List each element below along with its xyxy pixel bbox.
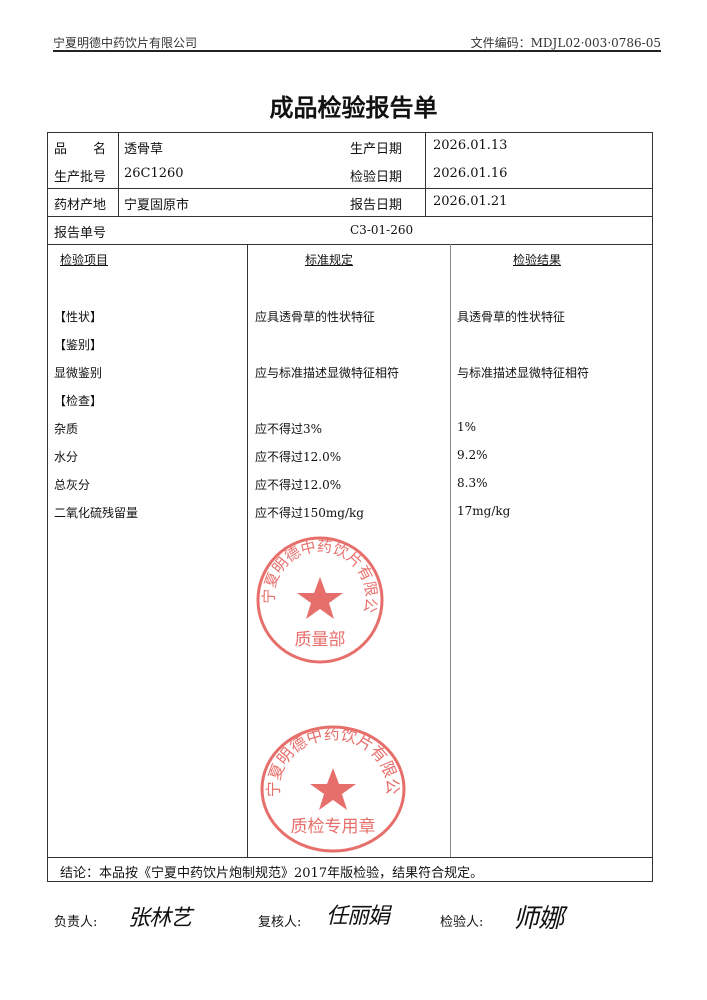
row-item: 水分 bbox=[54, 450, 79, 464]
col-header-standard: 标准规定 bbox=[305, 253, 354, 267]
page-title: 成品检验报告单 bbox=[269, 94, 438, 122]
inspector-signature: 师娜 bbox=[513, 904, 564, 934]
document-number: 文件编码：MDJL02·003·0786-05 bbox=[470, 36, 661, 50]
table-divider bbox=[425, 132, 426, 216]
col-header-item: 检验项目 bbox=[60, 253, 109, 267]
report-no-label: 报告单号 bbox=[54, 226, 107, 241]
row-item: 杂质 bbox=[54, 422, 79, 436]
row-result: 1% bbox=[457, 420, 477, 434]
report-date-value: 2026.01.21 bbox=[433, 194, 508, 209]
report-no-value: C3-01-260 bbox=[350, 223, 414, 237]
row-standard: 应不得过150mg/kg bbox=[255, 506, 364, 520]
table-divider bbox=[47, 188, 653, 189]
row-item: 【性状】 bbox=[54, 310, 103, 324]
quality-dept-stamp: 宁夏明德中药饮片有限公司 质量部 bbox=[255, 535, 384, 664]
row-standard: 应不得过3% bbox=[255, 422, 323, 436]
test-date-label: 检验日期 bbox=[350, 170, 403, 185]
col-header-result: 检验结果 bbox=[513, 253, 562, 267]
test-date-value: 2026.01.16 bbox=[433, 166, 508, 181]
report-date-label: 报告日期 bbox=[350, 198, 403, 213]
stamp-dept-text: 质量部 bbox=[295, 630, 346, 650]
row-result: 与标准描述显微特征相符 bbox=[457, 366, 590, 380]
table-divider bbox=[118, 132, 119, 216]
responsible-signature: 张林艺 bbox=[128, 906, 192, 931]
header-divider bbox=[53, 50, 661, 52]
batch-value: 26C1260 bbox=[124, 166, 184, 181]
company-name: 宁夏明德中药饮片有限公司 bbox=[53, 36, 198, 50]
prod-date-value: 2026.01.13 bbox=[433, 138, 508, 153]
row-item: 总灰分 bbox=[54, 478, 91, 492]
origin-label: 药材产地 bbox=[54, 198, 107, 213]
table-divider bbox=[47, 244, 653, 245]
conclusion: 结论：本品按《宁夏中药饮片炮制规范》2017年版检验，结果符合规定。 bbox=[60, 866, 484, 881]
row-item: 显微鉴别 bbox=[54, 366, 103, 380]
row-standard: 应不得过12.0% bbox=[255, 478, 342, 492]
name-value: 透骨草 bbox=[124, 142, 164, 157]
origin-value: 宁夏固原市 bbox=[124, 198, 190, 213]
row-item: 【鉴别】 bbox=[54, 338, 103, 352]
row-standard: 应不得过12.0% bbox=[255, 450, 342, 464]
batch-label: 生产批号 bbox=[54, 170, 107, 185]
row-standard: 应具透骨草的性状特征 bbox=[255, 310, 376, 324]
responsible-label: 负责人: bbox=[54, 915, 98, 930]
row-standard: 应与标准描述显微特征相符 bbox=[255, 366, 400, 380]
table-divider bbox=[47, 857, 653, 858]
qc-seal-stamp: 宁夏明德中药饮片有限公司 质检专用章 bbox=[258, 724, 406, 853]
inspector-label: 检验人: bbox=[440, 915, 484, 930]
row-item: 【检查】 bbox=[54, 394, 103, 408]
report-table bbox=[47, 132, 653, 882]
prod-date-label: 生产日期 bbox=[350, 142, 403, 157]
row-result: 17mg/kg bbox=[457, 504, 511, 518]
table-divider bbox=[247, 244, 248, 857]
reviewer-label: 复核人: bbox=[258, 915, 302, 930]
row-result: 8.3% bbox=[457, 476, 488, 490]
row-result: 具透骨草的性状特征 bbox=[457, 310, 566, 324]
table-divider bbox=[450, 244, 451, 857]
row-result: 9.2% bbox=[457, 448, 488, 462]
name-label: 品 名 bbox=[54, 142, 107, 157]
reviewer-signature: 任丽娟 bbox=[326, 904, 390, 929]
table-divider bbox=[47, 216, 653, 217]
stamp-dept-text: 质检专用章 bbox=[291, 817, 376, 837]
row-item: 二氧化硫残留量 bbox=[54, 506, 139, 520]
